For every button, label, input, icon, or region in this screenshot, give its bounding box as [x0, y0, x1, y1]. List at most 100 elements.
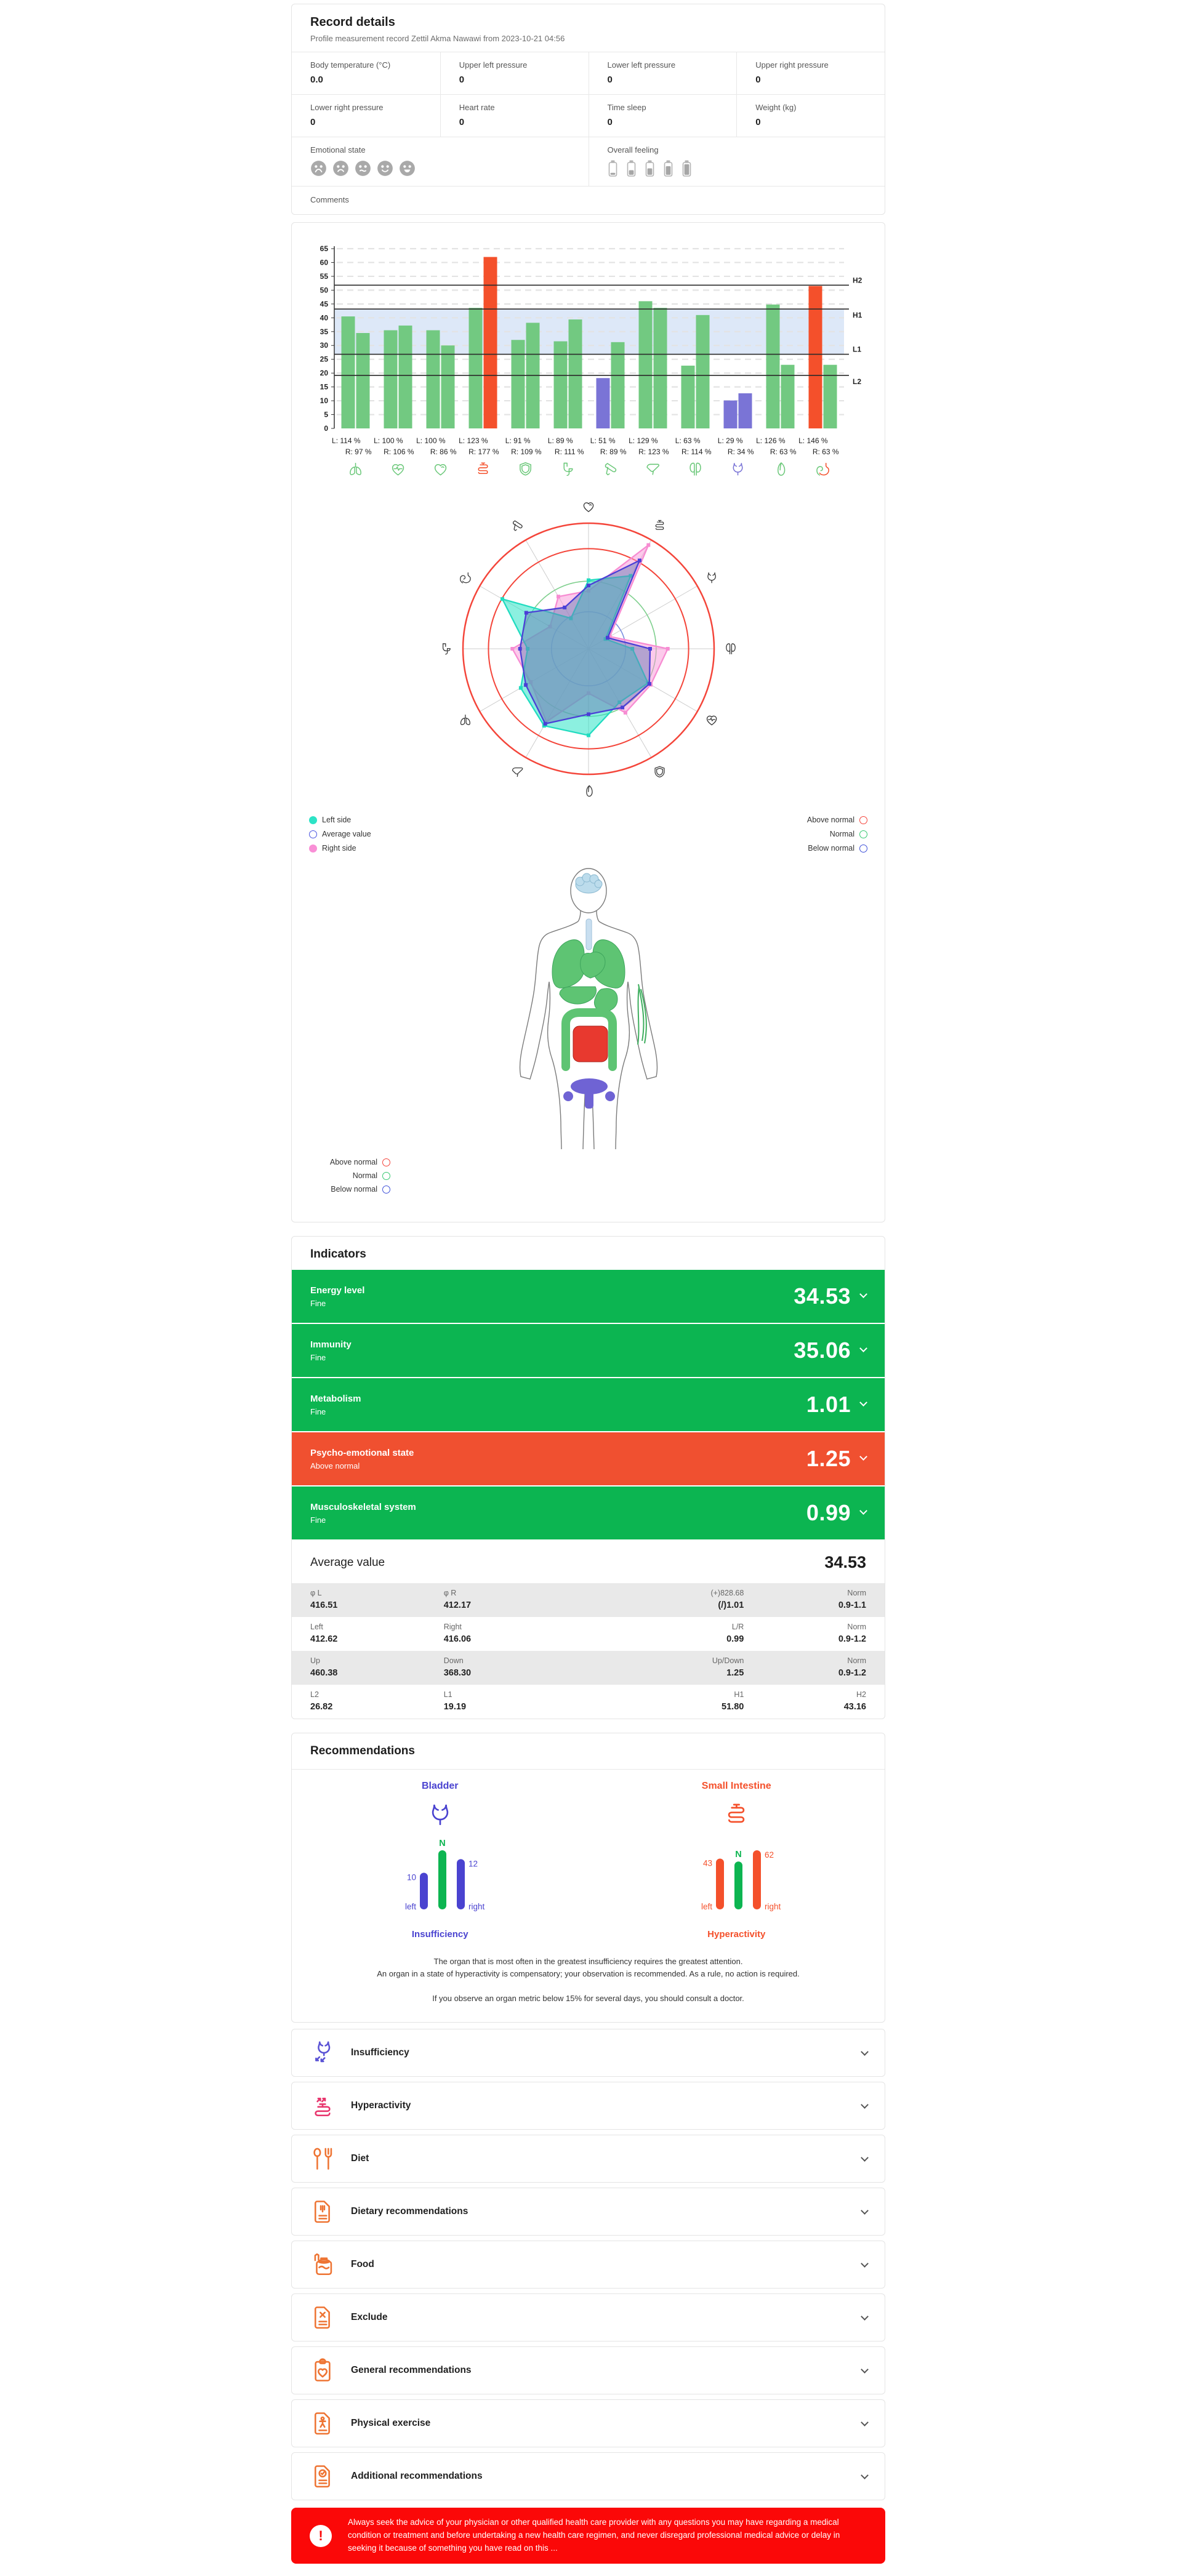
note-line: If you observe an organ metric below 15%…	[432, 1994, 744, 2004]
accordion-label: Physical exercise	[351, 2418, 431, 2429]
indicator-value: 1.01	[806, 1392, 851, 1417]
svg-text:H1: H1	[853, 311, 862, 319]
pancreas-icon	[512, 520, 523, 531]
emotional-state-label: Emotional state	[310, 145, 366, 154]
indicator-value: 1.25	[806, 1446, 851, 1471]
indicator-row[interactable]: Energy level Fine 34.53	[292, 1270, 885, 1324]
accordion-item-exclude[interactable]: Exclude	[291, 2293, 885, 2342]
field-value[interactable]: 0	[755, 74, 761, 85]
svg-text:20: 20	[320, 369, 329, 377]
stats-value: 43.16	[843, 1702, 866, 1712]
accordion-label: Insufficiency	[351, 2047, 409, 2058]
indicator-label: Musculoskeletal system	[310, 1501, 416, 1512]
svg-text:30: 30	[320, 341, 329, 350]
chevron-down-icon	[861, 2260, 869, 2268]
svg-text:R: 89 %: R: 89 %	[600, 447, 627, 456]
svg-text:40: 40	[320, 313, 329, 322]
accordion-item-hyperactivity[interactable]: Hyperactivity	[291, 2082, 885, 2130]
face-neutral-icon[interactable]	[377, 160, 393, 177]
svg-text:L2: L2	[853, 377, 861, 386]
indicators-title: Indicators	[310, 1248, 366, 1261]
stats-cell: L2 26.82	[310, 1690, 444, 1712]
comments-field[interactable]: Comments	[292, 186, 885, 214]
accordion-label: General recommendations	[351, 2365, 472, 2376]
chevron-down-icon	[859, 1506, 867, 1515]
stats-label: L1	[443, 1690, 452, 1699]
lungs-icon	[460, 714, 470, 725]
field-label: Upper left pressure	[459, 60, 528, 70]
recommendation-accordion: Insufficiency Hyperactivity Diet Dietary…	[291, 2029, 885, 2501]
accordion-item-physical-exercise[interactable]: Physical exercise	[291, 2399, 885, 2448]
legend-item: Right side	[309, 844, 371, 853]
legend-swatch-icon	[382, 1185, 390, 1194]
accordion-item-diet[interactable]: Diet	[291, 2135, 885, 2183]
trachea-organ	[585, 918, 592, 950]
heart-icon	[583, 502, 593, 512]
record-details-card: Record details Profile measurement recor…	[291, 4, 885, 215]
stats-value: 368.30	[443, 1668, 472, 1678]
arm-vessels	[637, 984, 647, 1045]
svg-text:35: 35	[320, 327, 329, 336]
face-sad-icon[interactable]	[332, 160, 349, 177]
stats-value: 26.82	[310, 1702, 333, 1712]
stats-cell: Right 416.06	[444, 1623, 577, 1644]
overall-feeling-picker[interactable]	[608, 159, 867, 177]
acc-food-icon	[314, 2253, 332, 2276]
accordion-item-general-recommendations[interactable]: General recommendations	[291, 2346, 885, 2395]
indicator-status: Fine	[310, 1515, 326, 1525]
legend-label: Average value	[322, 830, 371, 838]
stats-cell: Norm 0.9-1.2	[744, 1656, 866, 1678]
face-confused-icon[interactable]	[355, 160, 371, 177]
battery-level-icon[interactable]	[645, 159, 655, 177]
stats-label: (+)828.68	[710, 1589, 744, 1597]
svg-text:L: 100 %: L: 100 %	[374, 436, 403, 445]
stats-cell: Up/Down 1.25	[577, 1656, 744, 1678]
indicator-row[interactable]: Metabolism Fine 1.01	[292, 1378, 885, 1432]
field-value[interactable]: 0	[607, 74, 613, 85]
indicator-row[interactable]: Musculoskeletal system Fine 0.99	[292, 1487, 885, 1541]
acc-hyperactivity-icon	[315, 2098, 331, 2117]
legend-label: Below normal	[331, 1185, 377, 1194]
indicator-value: 35.06	[794, 1338, 851, 1363]
acc-dietary-icon	[314, 2201, 330, 2223]
accordion-item-insufficiency[interactable]: Insufficiency	[291, 2029, 885, 2077]
record-field: Upper right pressure 0	[736, 52, 885, 94]
recommendations-title: Recommendations	[310, 1744, 415, 1757]
indicator-row[interactable]: Psycho-emotional state Above normal 1.25	[292, 1432, 885, 1487]
accordion-label: Food	[351, 2259, 374, 2270]
field-value[interactable]: 0	[459, 74, 465, 85]
field-value[interactable]: 0.0	[310, 74, 323, 85]
legend-label: Above normal	[329, 1158, 377, 1166]
svg-text:R: 106 %: R: 106 %	[384, 447, 414, 456]
field-value[interactable]: 0	[310, 117, 316, 127]
field-value[interactable]: 0	[755, 117, 761, 127]
accordion-item-food[interactable]: Food	[291, 2241, 885, 2289]
accordion-item-additional-recommendations[interactable]: Additional recommendations	[291, 2452, 885, 2501]
face-very-sad-icon[interactable]	[310, 160, 327, 177]
indicator-row[interactable]: Immunity Fine 35.06	[292, 1324, 885, 1378]
chevron-down-icon	[861, 2471, 869, 2479]
legend-label: Left side	[322, 816, 352, 824]
record-field: Weight (kg) 0	[736, 94, 885, 137]
stats-label: Norm	[847, 1589, 866, 1597]
emotional-state-picker[interactable]	[310, 160, 570, 177]
face-happy-icon[interactable]	[399, 160, 416, 177]
battery-level-icon[interactable]	[663, 159, 673, 177]
field-value[interactable]: 0	[459, 117, 465, 127]
acc-exclude-icon	[314, 2306, 330, 2329]
disclaimer-banner: ! Always seek the advice of your physici…	[291, 2508, 885, 2564]
svg-text:L: 100 %: L: 100 %	[416, 436, 446, 445]
immune-system-icon	[654, 766, 665, 778]
battery-level-icon[interactable]	[626, 159, 637, 177]
stats-cell: L1 19.19	[444, 1690, 577, 1712]
radar-status-legend: Above normal Normal Below normal	[807, 810, 867, 853]
stomach-organ	[593, 988, 618, 1012]
battery-level-icon[interactable]	[681, 159, 692, 177]
legend-label: Normal	[352, 1171, 377, 1180]
liver-icon	[646, 463, 659, 475]
organ-caption: Insufficiency	[411, 1929, 468, 1940]
accordion-item-dietary-recommendations[interactable]: Dietary recommendations	[291, 2188, 885, 2236]
chevron-down-icon	[859, 1398, 867, 1406]
battery-level-icon[interactable]	[608, 159, 618, 177]
field-value[interactable]: 0	[607, 117, 613, 127]
